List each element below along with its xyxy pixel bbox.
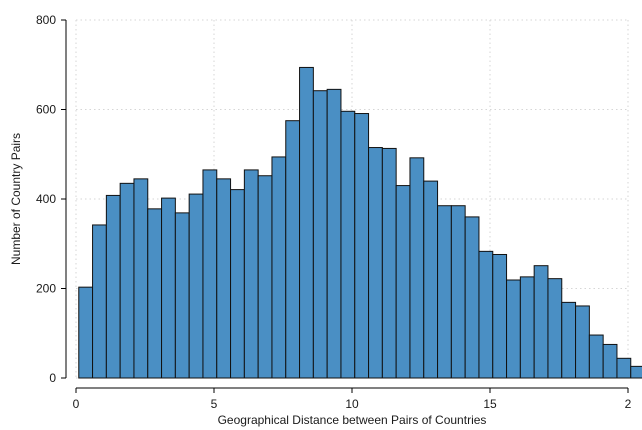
histogram-bar	[119, 182, 135, 379]
y-tick-label: 600	[36, 103, 56, 117]
histogram-bar	[630, 365, 642, 379]
histogram-bar	[464, 216, 480, 379]
y-axis-ticks: 0 200 400 600 800	[36, 13, 66, 385]
histogram-bar	[312, 90, 328, 379]
histogram-bar	[202, 169, 218, 379]
histogram-bar	[340, 110, 356, 379]
histogram-bar	[533, 265, 549, 379]
x-axis-ticks: 0 5 10 15 2	[73, 388, 632, 411]
histogram-bar	[354, 113, 370, 379]
histogram-bar	[506, 279, 521, 379]
y-tick-label: 400	[36, 192, 56, 206]
y-tick-label: 800	[36, 13, 56, 27]
x-axis-label: Geographical Distance between Pairs of C…	[218, 413, 487, 427]
histogram-bar	[478, 250, 494, 379]
histogram-bar	[575, 305, 590, 379]
histogram-bar	[561, 301, 577, 379]
y-axis-label: Number of Country Pairs	[9, 133, 23, 265]
x-tick-label: 2	[625, 397, 632, 411]
x-tick-label: 5	[211, 397, 218, 411]
x-tick-label: 15	[483, 397, 497, 411]
histogram-bar	[492, 253, 508, 379]
y-tick-label: 0	[49, 371, 56, 385]
histogram-bar	[395, 185, 411, 379]
histogram-bar	[147, 208, 163, 379]
histogram-bar	[78, 286, 94, 379]
histogram-bar	[437, 205, 452, 379]
histogram-bar	[133, 178, 149, 379]
histogram-bar	[299, 66, 314, 379]
histogram-bar	[92, 224, 107, 379]
y-tick-label: 200	[36, 282, 56, 296]
histogram-bar	[271, 156, 287, 379]
histogram-bar	[588, 334, 604, 379]
histogram-bar	[230, 189, 245, 379]
histogram-bar	[423, 180, 439, 379]
histogram-bar	[285, 120, 301, 379]
histogram-bars	[78, 66, 642, 379]
histogram-bar	[188, 193, 204, 379]
histogram-bar	[409, 157, 425, 379]
x-tick-label: 0	[73, 397, 80, 411]
histogram-bar	[616, 357, 632, 379]
histogram-bar	[368, 147, 383, 379]
x-tick-label: 10	[345, 397, 359, 411]
histogram-bar	[547, 278, 563, 379]
histogram-bar	[519, 276, 535, 379]
histogram-bar	[174, 212, 190, 379]
histogram-bar	[161, 197, 176, 379]
histogram-bar	[257, 175, 273, 379]
histogram-bar	[326, 88, 342, 379]
histogram-bar	[243, 169, 259, 379]
histogram-bar	[105, 194, 121, 379]
histogram-bar	[216, 178, 232, 379]
histogram-bar	[602, 343, 618, 379]
histogram-bar	[450, 205, 466, 379]
histogram-bar	[381, 147, 397, 379]
